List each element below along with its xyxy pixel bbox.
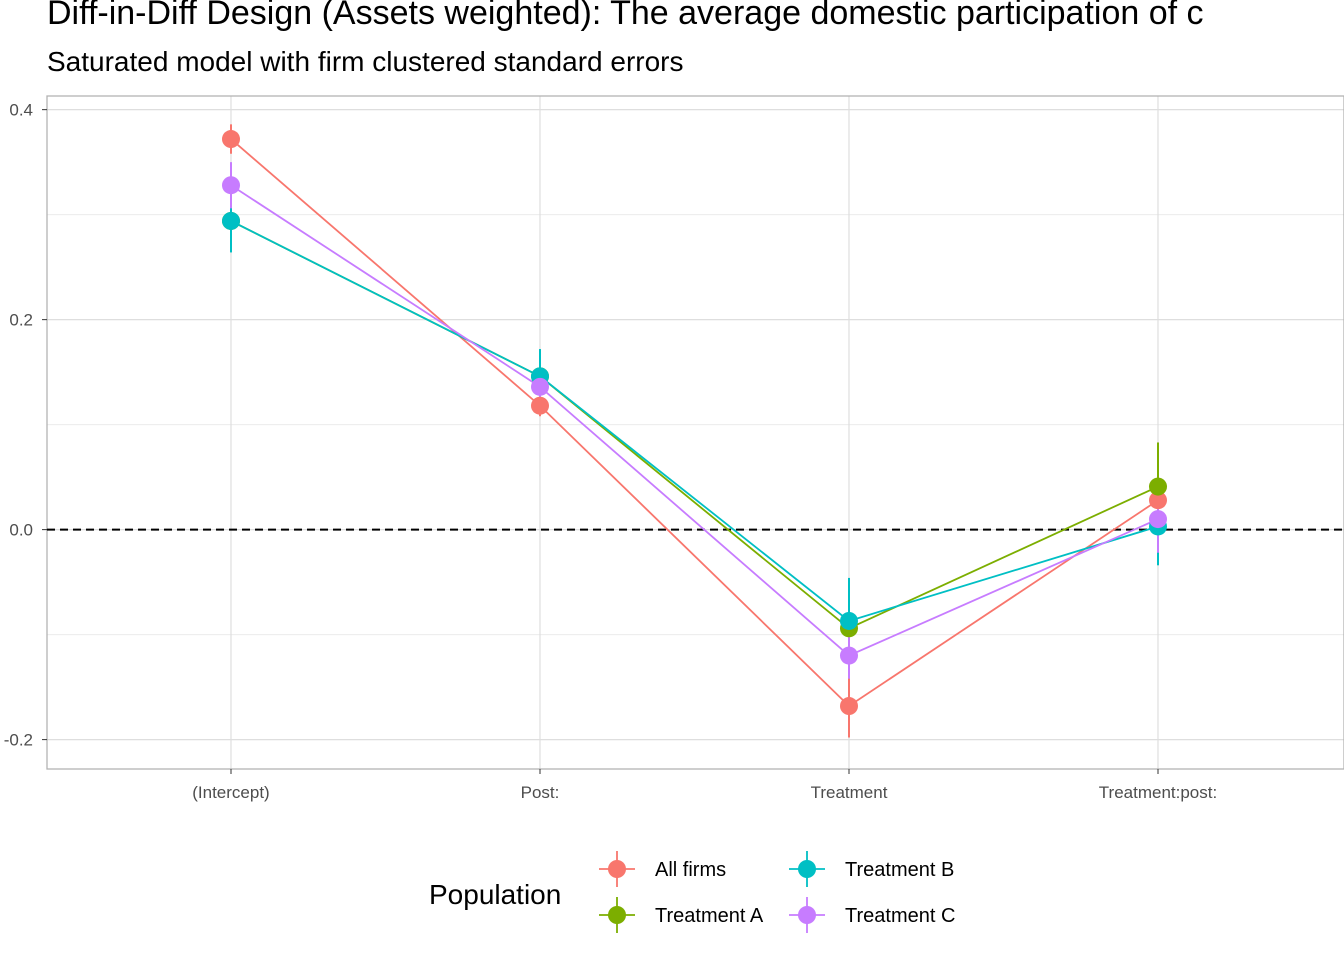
- legend-key-point: [608, 860, 626, 878]
- x-tick-label: Post:: [521, 783, 560, 802]
- series-line: [230, 220, 1159, 622]
- legend-label: All firms: [655, 859, 726, 881]
- data-point: [531, 396, 549, 415]
- data-point: [531, 377, 549, 396]
- x-tick-label: (Intercept): [192, 783, 269, 802]
- chart-title: Diff-in-Diff Design (Assets weighted): T…: [47, 0, 1204, 32]
- panel-border: [46, 95, 1344, 770]
- legend-key-point: [798, 860, 816, 878]
- y-tick-label: 0.0: [9, 521, 33, 540]
- series-line: [230, 184, 1159, 657]
- data-point: [222, 176, 240, 195]
- legend: Population All firms Treatment A Treatment …: [429, 851, 955, 933]
- y-tick-label: 0.4: [9, 101, 33, 120]
- data-point: [1149, 510, 1167, 529]
- data-point: [840, 611, 858, 630]
- legend-title: Population: [429, 879, 561, 910]
- legend-key-point: [798, 906, 816, 924]
- data-point: [1149, 491, 1167, 510]
- data-point: [840, 697, 858, 716]
- data-point: [840, 646, 858, 665]
- data-point: [222, 211, 240, 230]
- legend-label: Treatment A: [655, 905, 764, 927]
- data-point: [222, 130, 240, 149]
- x-tick-label: Treatment: [811, 783, 888, 802]
- legend-label: Treatment C: [845, 905, 955, 927]
- y-tick-label: 0.2: [9, 311, 33, 330]
- y-tick-label: -0.2: [4, 731, 33, 750]
- x-tick-label: Treatment:post:: [1099, 783, 1217, 802]
- series-line: [230, 138, 1159, 708]
- legend-label: Treatment B: [845, 859, 954, 881]
- plot-panel: -0.2 0.0 0.2 0.4 (Intercept) Post: Treatment Tr…: [4, 95, 1344, 802]
- legend-key-point: [608, 906, 626, 924]
- chart-subtitle: Saturated model with firm clustered stan…: [47, 46, 684, 77]
- data-point: [1149, 477, 1167, 496]
